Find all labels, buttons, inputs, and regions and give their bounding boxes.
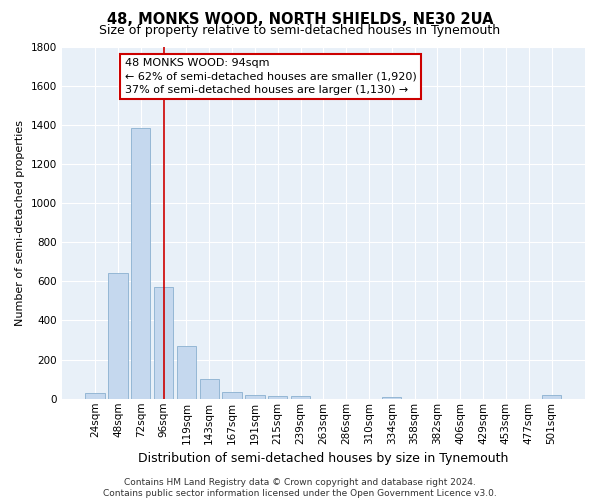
Text: Contains HM Land Registry data © Crown copyright and database right 2024.
Contai: Contains HM Land Registry data © Crown c…	[103, 478, 497, 498]
Bar	[200, 379, 219, 399]
Text: 48 MONKS WOOD: 94sqm
← 62% of semi-detached houses are smaller (1,920)
37% of se: 48 MONKS WOOD: 94sqm ← 62% of semi-detac…	[125, 58, 416, 94]
Bar	[542, 395, 561, 399]
Text: 48, MONKS WOOD, NORTH SHIELDS, NE30 2UA: 48, MONKS WOOD, NORTH SHIELDS, NE30 2UA	[107, 12, 493, 28]
Bar	[268, 396, 287, 399]
Bar	[131, 128, 151, 399]
Bar	[85, 393, 105, 399]
Y-axis label: Number of semi-detached properties: Number of semi-detached properties	[15, 120, 25, 326]
Bar	[108, 272, 128, 399]
Bar	[154, 287, 173, 399]
Bar	[223, 392, 242, 399]
X-axis label: Distribution of semi-detached houses by size in Tynemouth: Distribution of semi-detached houses by …	[138, 452, 509, 465]
Bar	[245, 395, 265, 399]
Bar	[177, 346, 196, 399]
Text: Size of property relative to semi-detached houses in Tynemouth: Size of property relative to semi-detach…	[100, 24, 500, 37]
Bar	[382, 397, 401, 399]
Bar	[291, 396, 310, 399]
